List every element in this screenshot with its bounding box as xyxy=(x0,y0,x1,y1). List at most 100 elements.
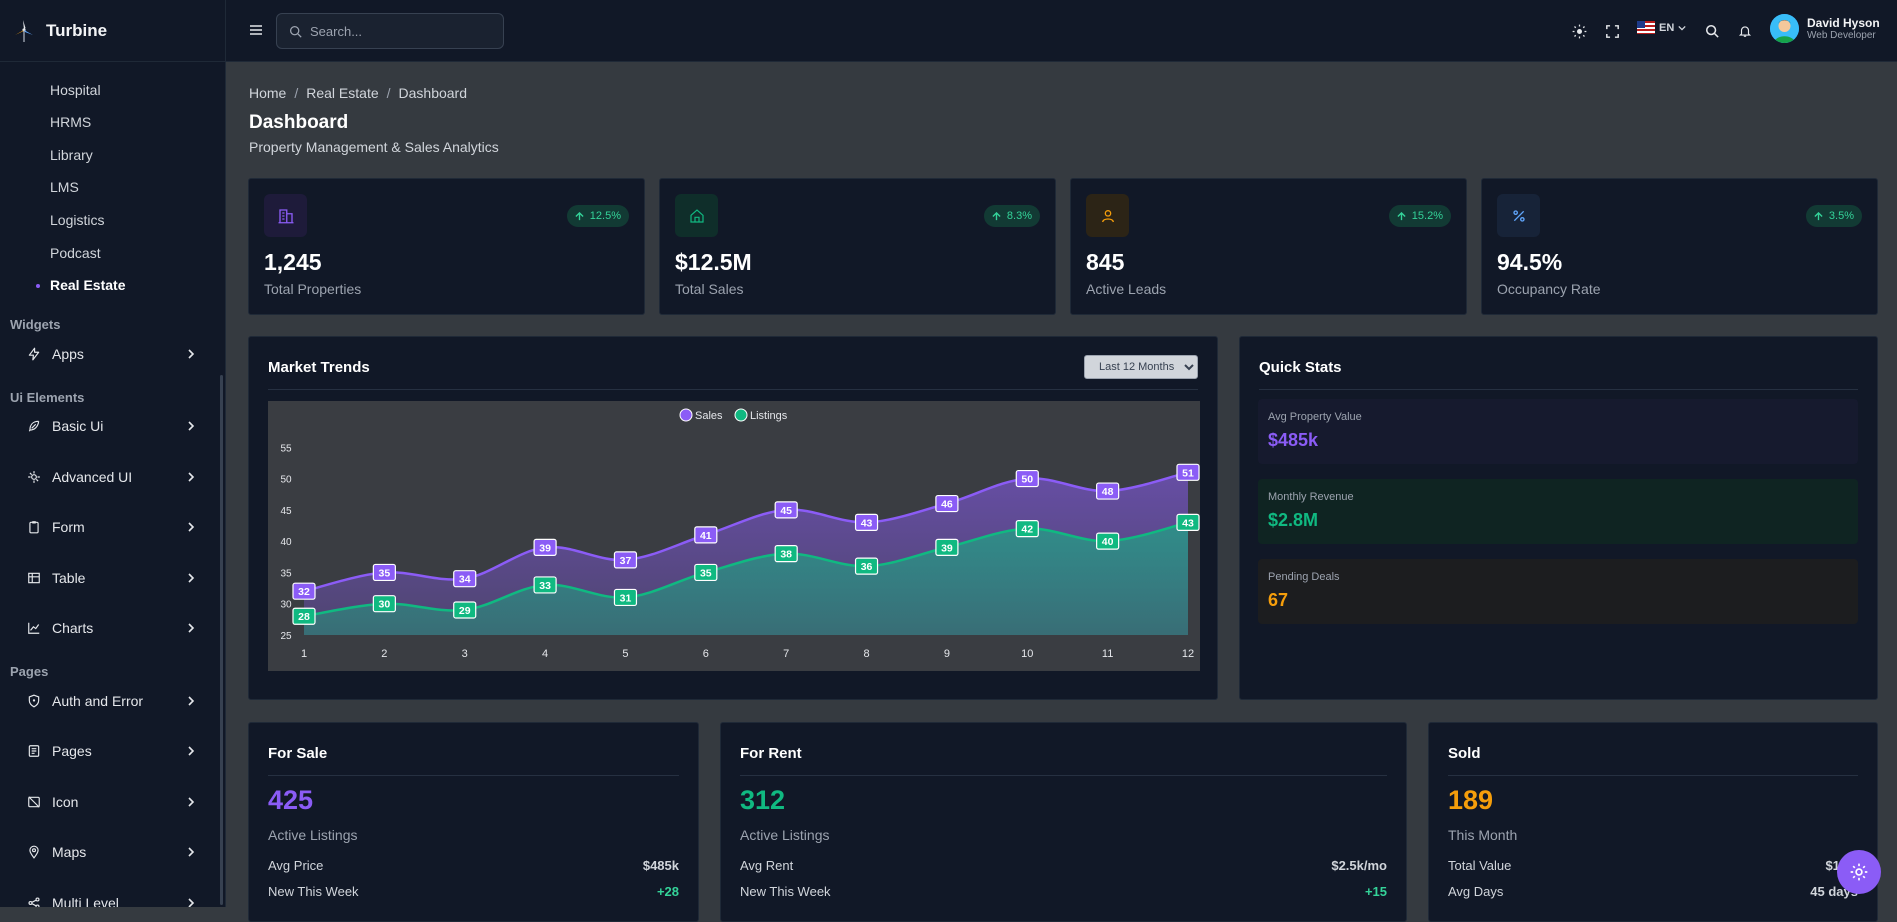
sidebar-scrollbar[interactable] xyxy=(220,375,223,905)
gear-icon xyxy=(1850,863,1868,881)
search-toggle-icon[interactable] xyxy=(1703,22,1721,40)
data-label: 43 xyxy=(861,517,873,529)
menu-charts[interactable]: Charts xyxy=(26,617,196,639)
page-subtitle: Property Management & Sales Analytics xyxy=(249,139,499,155)
search-box[interactable] xyxy=(276,13,504,49)
arrow-up-icon xyxy=(575,211,584,220)
bolt-icon xyxy=(26,346,42,362)
data-label: 30 xyxy=(379,599,391,611)
arrow-up-icon xyxy=(1397,211,1406,220)
data-point xyxy=(694,563,718,582)
active-dot xyxy=(36,284,40,288)
sidebar-item-hrms[interactable]: HRMS xyxy=(50,114,92,130)
data-label: 31 xyxy=(620,592,632,604)
legend-label: Listings xyxy=(750,410,788,422)
breadcrumb-real-estate[interactable]: Real Estate xyxy=(306,85,379,101)
y-tick-label: 45 xyxy=(280,506,292,517)
line-chart-icon xyxy=(26,620,42,636)
data-point xyxy=(533,576,557,594)
x-tick-label: 8 xyxy=(863,648,869,660)
sidebar-item-logistics[interactable]: Logistics xyxy=(50,212,105,228)
section-widgets: Widgets xyxy=(10,317,61,332)
data-point xyxy=(292,582,316,600)
search-icon xyxy=(289,25,302,38)
home-icon xyxy=(675,194,718,237)
quick-stats-title: Quick Stats xyxy=(1259,359,1342,376)
fullscreen-icon[interactable] xyxy=(1603,22,1621,40)
sidebar-item-lms[interactable]: LMS xyxy=(50,179,79,195)
menu-maps-label: Maps xyxy=(52,844,87,860)
sidebar: Turbine Hospital HRMS Library LMS Logist… xyxy=(0,0,226,907)
kpi-value: 845 xyxy=(1086,249,1125,275)
market-chart: 25 30 35 40 45 50 55 1 2 3 4 5 6 7 8 9 10 11 12 32 35 34 39 37 4… xyxy=(268,401,1200,671)
menu-table-label: Table xyxy=(52,570,86,586)
section-pages: Pages xyxy=(10,664,49,679)
menu-advanced-ui[interactable]: Advanced UI xyxy=(26,466,196,488)
sidebar-item-podcast[interactable]: Podcast xyxy=(50,245,101,261)
row-value: +15 xyxy=(1364,884,1387,899)
series-area-listings xyxy=(304,522,1188,635)
data-point xyxy=(1096,482,1120,500)
document-icon xyxy=(26,743,42,759)
data-point xyxy=(935,494,959,513)
user-role: Web Developer xyxy=(1807,29,1876,41)
share-icon xyxy=(26,895,42,907)
breadcrumb-home[interactable]: Home xyxy=(249,85,287,101)
legend-label: Sales xyxy=(695,410,723,422)
kpi-change: 12.5% xyxy=(589,210,621,222)
kpi-change-badge: 8.3% xyxy=(983,205,1040,227)
kpi-change-badge: 15.2% xyxy=(1388,205,1451,227)
settings-fab[interactable] xyxy=(1837,850,1881,894)
theme-sun-icon[interactable] xyxy=(1570,22,1588,40)
row-label: Avg Price xyxy=(268,858,324,873)
menu-toggle-icon[interactable] xyxy=(248,22,264,43)
shield-icon xyxy=(26,693,42,709)
sold-title: Sold xyxy=(1448,745,1481,762)
data-label: 29 xyxy=(459,605,471,617)
bell-icon[interactable] xyxy=(1736,22,1754,40)
menu-icon[interactable]: Icon xyxy=(26,791,196,813)
menu-maps[interactable]: Maps xyxy=(26,841,196,863)
menu-icon-label: Icon xyxy=(52,794,79,810)
language-selector[interactable]: EN xyxy=(1637,21,1686,34)
quick-stat-value: $485k xyxy=(1268,430,1319,450)
for-rent-card: For Rent 312 Active Listings Avg Rent $2… xyxy=(720,722,1407,922)
user-name: David Hyson xyxy=(1807,15,1880,30)
legend-swatch xyxy=(734,408,748,422)
sidebar-item-real-estate[interactable]: Real Estate xyxy=(50,277,126,293)
menu-apps[interactable]: Apps xyxy=(26,343,196,365)
menu-pages-label: Pages xyxy=(52,743,92,759)
page-title: Dashboard xyxy=(249,112,349,133)
sold-sub: This Month xyxy=(1448,827,1518,843)
kpi-label: Occupancy Rate xyxy=(1497,281,1601,297)
menu-pages[interactable]: Pages xyxy=(26,740,196,762)
range-select[interactable]: Last 12 Months xyxy=(1084,355,1198,379)
row-label: New This Week xyxy=(268,884,359,899)
data-point xyxy=(613,588,638,607)
menu-multi-level[interactable]: Multi Level xyxy=(26,892,196,907)
data-label: 32 xyxy=(298,586,310,598)
x-tick-label: 1 xyxy=(301,648,307,660)
sold-row: Avg Days 45 days xyxy=(1448,884,1858,899)
data-label: 48 xyxy=(1102,486,1114,498)
sold-card: Sold 189 This Month Total Value $12.5 Av… xyxy=(1428,722,1878,922)
user-menu[interactable]: David Hyson Web Developer xyxy=(1770,14,1880,43)
menu-table[interactable]: Table xyxy=(26,567,196,589)
chevron-right-icon xyxy=(188,349,195,359)
row-value: +28 xyxy=(656,884,679,899)
menu-auth-error[interactable]: Auth and Error xyxy=(26,690,196,712)
data-label: 40 xyxy=(1102,536,1114,548)
chevron-right-icon xyxy=(188,797,195,807)
menu-basic-ui[interactable]: Basic Ui xyxy=(26,415,196,437)
data-point xyxy=(292,607,316,625)
brand[interactable]: Turbine xyxy=(0,0,225,62)
sidebar-item-library[interactable]: Library xyxy=(50,147,93,163)
search-input[interactable] xyxy=(310,23,490,39)
data-point xyxy=(1096,532,1120,550)
sold-row: Total Value $12.5 xyxy=(1448,858,1858,873)
kpi-value: 94.5% xyxy=(1497,249,1563,275)
menu-form[interactable]: Form xyxy=(26,516,196,538)
x-tick-label: 10 xyxy=(1021,648,1033,660)
sidebar-item-hospital[interactable]: Hospital xyxy=(50,82,101,98)
user-icon xyxy=(1086,194,1129,237)
